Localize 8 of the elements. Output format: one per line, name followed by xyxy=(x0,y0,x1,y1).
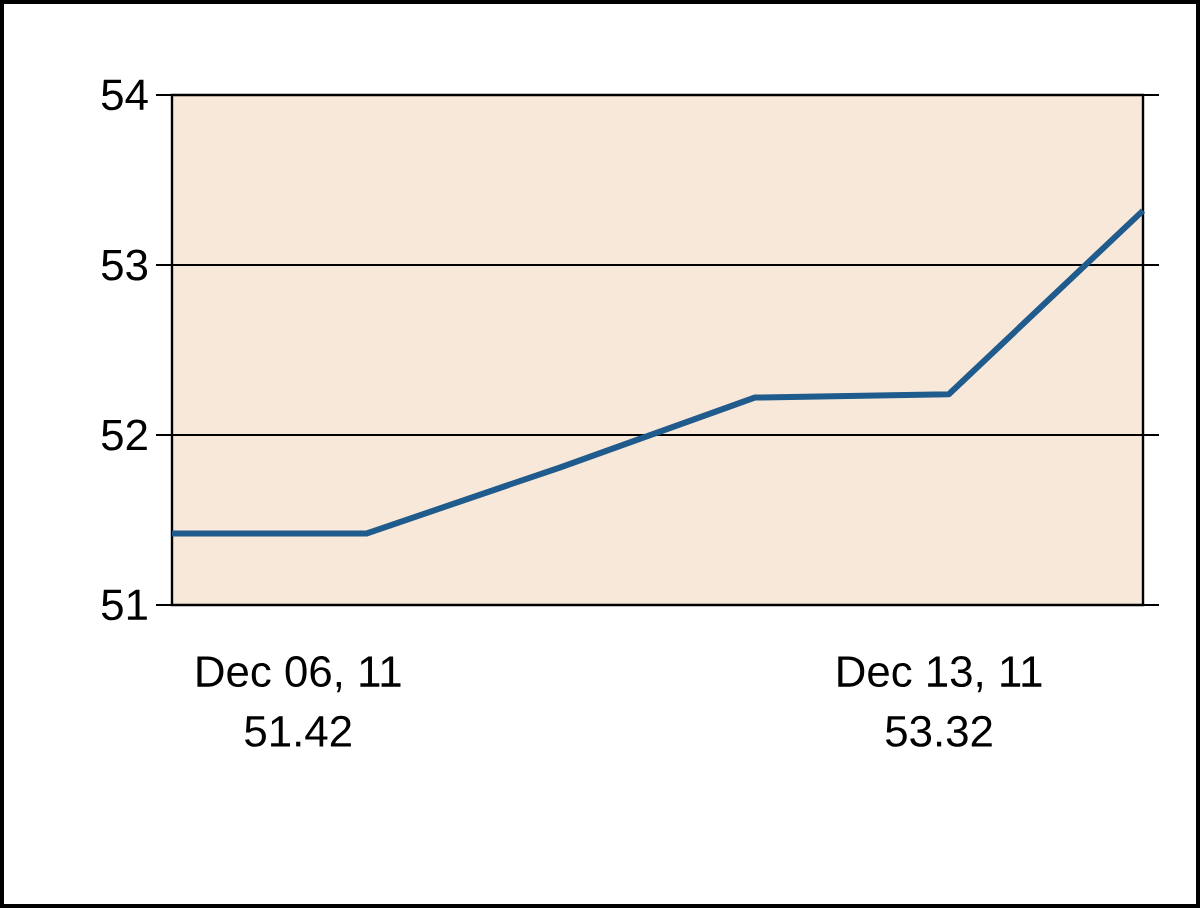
y-tick-label: 51 xyxy=(101,589,147,621)
text: 53.32 xyxy=(885,715,992,747)
text: Dec 06, 11 xyxy=(197,656,401,693)
y-tick-label: 52 xyxy=(101,419,147,451)
text: Dec 13, 11 xyxy=(838,656,1042,693)
y-tick-label: 53 xyxy=(101,249,148,281)
y-tick-label: 54 xyxy=(101,79,148,111)
text: 51.42 xyxy=(245,715,351,747)
